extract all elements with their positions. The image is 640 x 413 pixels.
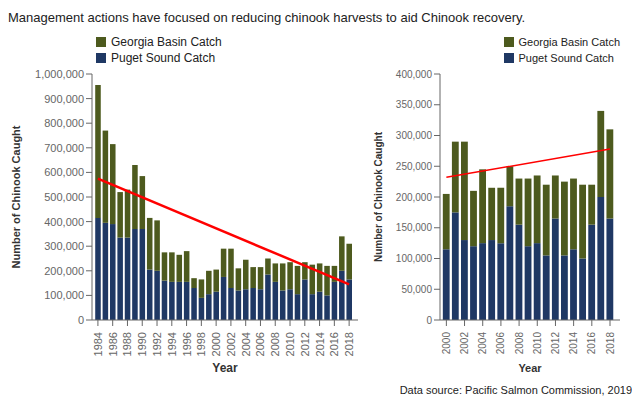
svg-text:2012: 2012 <box>550 332 561 355</box>
svg-text:700,000: 700,000 <box>44 142 84 154</box>
html-text:Puget Sound Catch: Puget Sound Catch <box>111 51 216 65</box>
svg-text:2018: 2018 <box>343 332 355 356</box>
html-text:Georgia Basin Catch: Georgia Basin Catch <box>518 36 620 48</box>
svg-text:300,000: 300,000 <box>44 240 84 252</box>
html-text:Management actions have focuse: Management actions have focused on reduc… <box>8 10 526 25</box>
svg-text:1986: 1986 <box>107 332 119 356</box>
svg-text:1992: 1992 <box>151 332 163 356</box>
svg-text:2014: 2014 <box>568 332 579 355</box>
svg-text:500,000: 500,000 <box>44 191 84 203</box>
svg-text:1,000,000: 1,000,000 <box>35 68 84 80</box>
svg-text:2010: 2010 <box>532 332 543 355</box>
svg-text:400,000: 400,000 <box>44 216 84 228</box>
svg-text:2002: 2002 <box>225 332 237 356</box>
svg-text:900,000: 900,000 <box>44 93 84 105</box>
svg-text:2000: 2000 <box>441 332 452 355</box>
svg-text:1984: 1984 <box>92 332 104 356</box>
svg-text:1996: 1996 <box>181 332 193 356</box>
svg-text:2008: 2008 <box>514 332 525 355</box>
svg-text:Year: Year <box>212 361 238 375</box>
svg-text:2010: 2010 <box>284 332 296 356</box>
svg-text:2016: 2016 <box>586 332 597 355</box>
svg-text:2018: 2018 <box>605 332 616 355</box>
svg-text:1998: 1998 <box>195 332 207 356</box>
svg-text:2006: 2006 <box>254 332 266 356</box>
svg-text:50,000: 50,000 <box>401 284 432 295</box>
svg-text:0: 0 <box>426 315 432 326</box>
html-text:Georgia Basin Catch: Georgia Basin Catch <box>111 35 222 49</box>
svg-text:2004: 2004 <box>240 332 252 356</box>
svg-text:2004: 2004 <box>477 332 488 355</box>
svg-text:250,000: 250,000 <box>396 161 433 172</box>
html-text:Puget Sound Catch: Puget Sound Catch <box>518 52 614 64</box>
svg-text:800,000: 800,000 <box>44 117 84 129</box>
svg-text:1990: 1990 <box>136 332 148 356</box>
svg-text:2006: 2006 <box>495 332 506 355</box>
svg-text:200,000: 200,000 <box>44 265 84 277</box>
svg-text:Number of Chinook Caught: Number of Chinook Caught <box>10 125 22 268</box>
svg-text:200,000: 200,000 <box>396 192 433 203</box>
svg-text:1994: 1994 <box>166 332 178 356</box>
svg-text:1988: 1988 <box>121 332 133 356</box>
svg-text:2000: 2000 <box>210 332 222 356</box>
svg-text:2014: 2014 <box>314 332 326 356</box>
svg-text:0: 0 <box>78 314 84 326</box>
html-text:Data source: Pacific Salmon Co: Data source: Pacific Salmon Commission, … <box>399 384 632 396</box>
svg-text:100,000: 100,000 <box>44 289 84 301</box>
svg-text:Number of Chinook Caught: Number of Chinook Caught <box>373 131 384 262</box>
svg-text:2002: 2002 <box>459 332 470 355</box>
svg-text:2012: 2012 <box>299 332 311 356</box>
svg-text:400,000: 400,000 <box>396 69 433 80</box>
svg-text:100,000: 100,000 <box>396 253 433 264</box>
svg-text:600,000: 600,000 <box>44 166 84 178</box>
svg-text:Year: Year <box>518 362 542 374</box>
svg-text:300,000: 300,000 <box>396 130 433 141</box>
svg-text:2008: 2008 <box>269 332 281 356</box>
svg-text:150,000: 150,000 <box>396 222 433 233</box>
svg-text:2016: 2016 <box>328 332 340 356</box>
svg-text:350,000: 350,000 <box>396 99 433 110</box>
